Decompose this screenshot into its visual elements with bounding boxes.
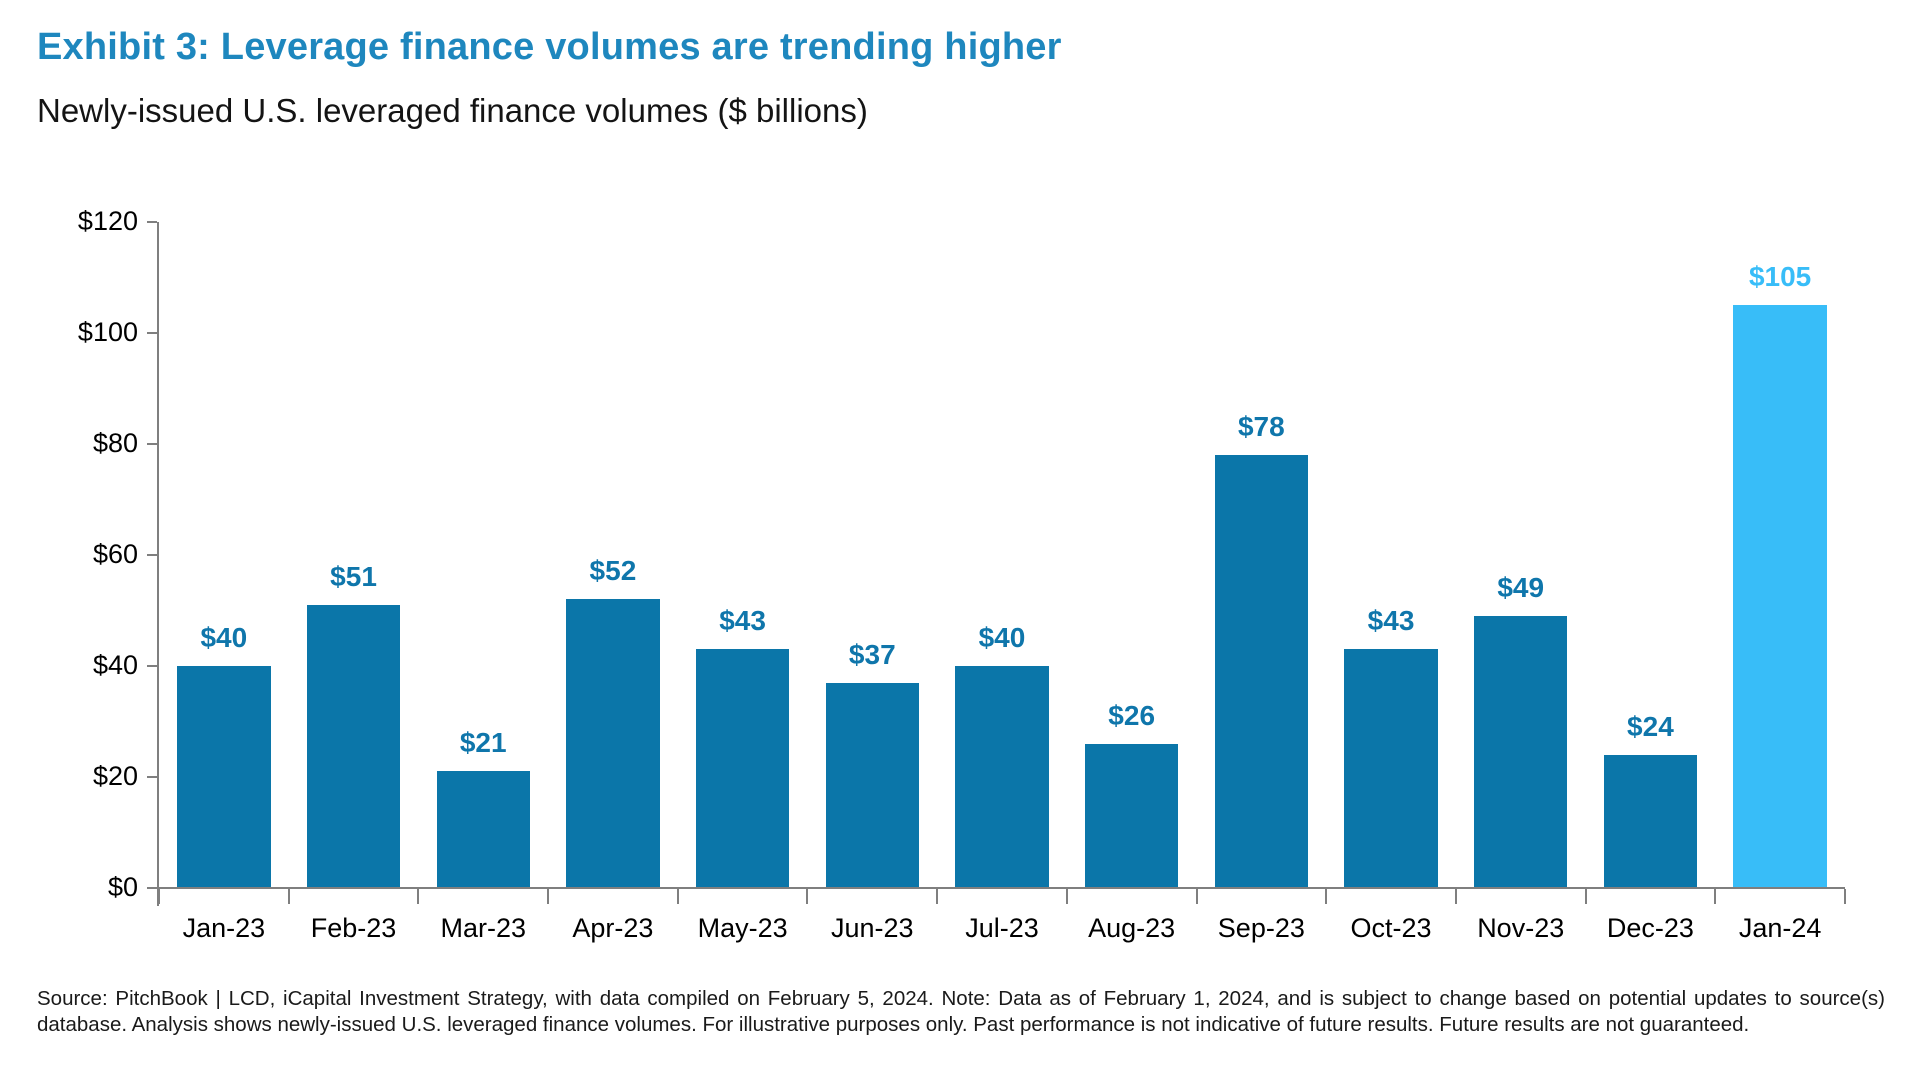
y-axis-tick [147,332,157,334]
bar-value-label: $105 [1748,261,1812,293]
x-axis-tick [1195,889,1198,904]
bar [1214,455,1309,888]
y-axis-tick [147,665,157,667]
x-axis-tick [1065,889,1068,904]
x-axis-label: Feb-23 [310,913,397,943]
y-axis-tick [147,776,157,778]
bar [436,771,530,888]
y-axis-label: $120 [77,206,138,236]
x-axis-label: Jan-23 [182,913,266,943]
x-axis-label: Jul-23 [965,913,1039,943]
x-axis-tick [1714,889,1717,904]
bar-value-label: $26 [1108,699,1156,731]
source-note: Source: PitchBook | LCD, iCapital Invest… [37,987,1885,1036]
x-axis-tick [287,889,290,904]
chart-subtitle: Newly-issued U.S. leveraged finance volu… [37,92,868,129]
y-axis-label: $20 [92,761,138,791]
bar [695,649,790,888]
bar [825,682,919,888]
bar-slot: $43 [1326,222,1456,888]
bar-value-label: $37 [848,638,896,670]
bar-value-label: $43 [1367,605,1415,637]
x-axis-label: Apr-23 [572,913,654,943]
bar-slot: $43 [678,222,808,888]
bar-value-label: $43 [719,605,766,637]
x-axis-label: Oct-23 [1350,913,1432,943]
bar-chart: $0 $20 $40 $60 $80 $100 $120 $40 $51 $21 $52 $43 $3… [0,160,1920,960]
x-axis-label: Sep-23 [1217,913,1305,943]
bar-series: $40 $51 $21 $52 $43 $37 $40 $26 $78 $43 $49 $24 $105 [159,222,1845,888]
bar [1474,616,1568,888]
bar-slot: $49 [1456,222,1586,888]
x-axis-tick [1454,889,1457,904]
x-axis-tick [1844,889,1846,904]
bar-value-label: $52 [589,555,637,587]
x-axis-label: May-23 [697,913,788,943]
bar-value-label: $78 [1237,411,1285,443]
bar-slot: $52 [548,222,678,888]
bar [955,666,1049,888]
bar-slot: $37 [807,222,937,888]
bar-value-label: $24 [1627,710,1674,742]
bar-slot: $78 [1197,222,1327,888]
bar-slot: $105 [1715,222,1845,888]
bar [306,604,401,888]
y-axis-label: $100 [77,317,138,347]
bar-slot: $40 [937,222,1067,888]
bar [1344,649,1438,888]
bar-value-label: $21 [459,727,507,759]
x-axis-label: Aug-23 [1088,913,1176,943]
x-axis-tick [417,889,420,904]
y-axis-tick [147,554,157,556]
bar [1084,743,1179,888]
bar [177,666,271,888]
bar [566,599,660,888]
x-axis-label: Nov-23 [1477,913,1565,943]
bar-slot: $40 [159,222,289,888]
y-axis-label: $40 [92,650,138,680]
x-axis-tick [1325,889,1328,904]
x-axis-label: Mar-23 [440,913,526,943]
bar [1603,754,1698,888]
bar-value-label: $40 [200,622,248,654]
bar-highlight [1733,305,1827,888]
x-axis-labels: Jan-23 Feb-23 Mar-23 Apr-23 May-23 Jun-23 Jul-… [159,905,1845,950]
x-axis-line [157,887,1845,889]
x-axis-tick [158,889,160,904]
bar-value-label: $49 [1497,572,1545,604]
bar-value-label: $51 [330,560,377,592]
x-axis-tick [806,889,809,904]
x-axis-tick [936,889,939,904]
x-axis-label: Jun-23 [831,913,914,943]
plot-area: $40 $51 $21 $52 $43 $37 $40 $26 $78 $43 $49 $24 $105 [159,222,1845,888]
bar-slot: $24 [1586,222,1716,888]
bar-slot: $21 [418,222,548,888]
bar-value-label: $40 [978,622,1026,654]
y-axis-label: $60 [92,539,138,569]
x-axis-label: Jan-24 [1738,913,1822,943]
bar-slot: $51 [289,222,419,888]
x-axis-label: Dec-23 [1606,913,1694,943]
y-axis-line [157,222,159,906]
bar-slot: $26 [1067,222,1197,888]
x-axis-tick [1584,889,1587,904]
y-axis-label: $80 [92,428,138,458]
exhibit-title: Exhibit 3: Leverage finance volumes are … [37,26,1062,68]
y-axis-tick [147,887,157,889]
y-axis-tick [147,221,157,223]
x-axis-tick [676,889,679,904]
x-axis-tick [547,889,550,904]
y-axis-tick [147,443,157,445]
y-axis-label: $0 [107,872,138,902]
